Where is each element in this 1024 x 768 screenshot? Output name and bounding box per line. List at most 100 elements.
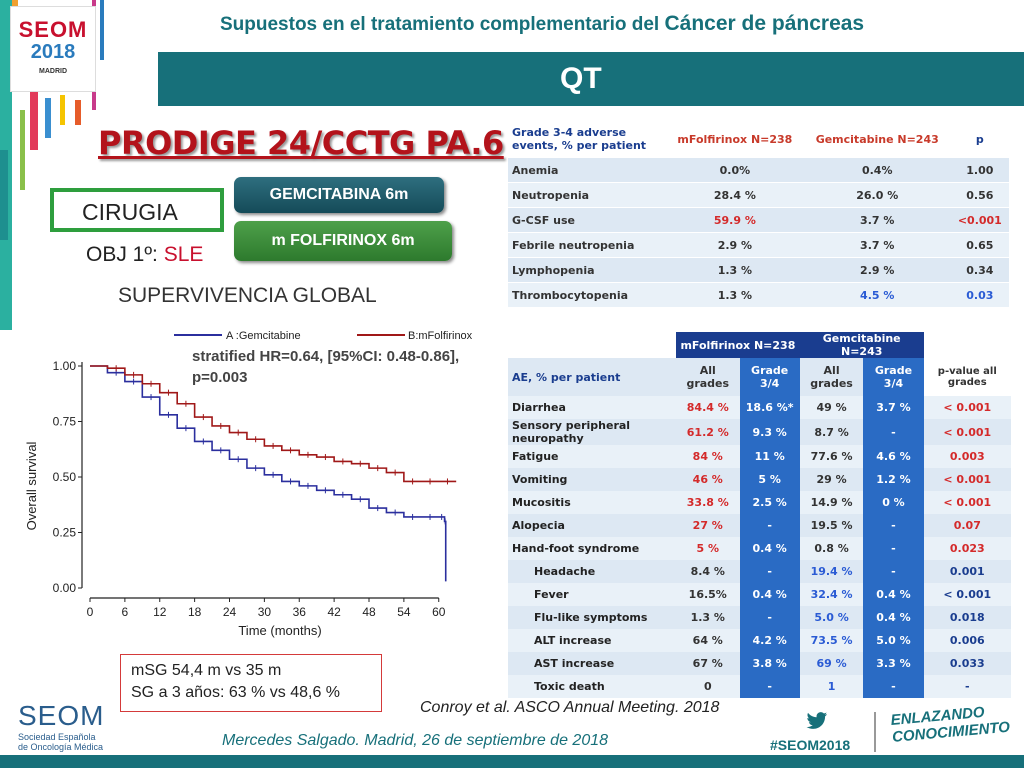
table2-row: Sensory peripheral neuropathy 61.2 % 9.3 %… (508, 419, 1011, 445)
slogan-text: ENLAZANDO CONOCIMIENTO (890, 703, 1011, 746)
table2-row: Fatigue 84 % 11 % 77.6 % 4.6 % 0.003 (508, 445, 1011, 468)
table2-cell: 1 (799, 675, 864, 698)
table2-cell: Fatigue (508, 445, 676, 468)
table1-cell: 0.0% (666, 157, 804, 183)
km-y-tick-label: 0.00 (53, 581, 77, 595)
table1-cell: 0.56 (950, 182, 1009, 208)
km-ylabel: Overall survival (24, 441, 39, 530)
objective-prefix: OBJ 1º: (86, 243, 158, 266)
header-title-highlight: Cáncer de páncreas (664, 12, 865, 35)
table1-cell: 2.9 % (666, 232, 804, 258)
twitter-icon[interactable] (806, 711, 828, 731)
table2-cell: - (739, 514, 800, 537)
table1-cell: 0.03 (950, 282, 1009, 308)
primary-objective: OBJ 1º: SLE (86, 243, 203, 267)
table1-row: Lymphopenia 1.3 % 2.9 % 0.34 (508, 257, 1009, 283)
seom-footer-logo: SEOM Sociedad Española de Oncología Médi… (18, 700, 108, 752)
km-x-tick-label: 6 (122, 605, 129, 619)
table1-cell: 1.3 % (666, 282, 804, 308)
table2-row: Diarrhea 84.4 % 18.6 %* 49 % 3.7 % < 0.001 (508, 396, 1011, 419)
table2-cell: Alopecia (508, 514, 676, 537)
table2-subheader-cell: All grades (676, 358, 740, 396)
table2-cell: 14.9 % (799, 491, 864, 514)
table2-row: Mucositis 33.8 % 2.5 % 14.9 % 0 % < 0.001 (508, 491, 1011, 514)
table1-cell: 0.34 (950, 257, 1009, 283)
table1-cell: Neutropenia (508, 182, 666, 208)
table1-cell: 1.00 (950, 157, 1009, 183)
table1-row: Anemia 0.0% 0.4% 1.00 (508, 157, 1009, 183)
table2-cell: Toxic death (508, 675, 676, 698)
table1-header-row: Grade 3-4 adverse events, % per patient m… (508, 121, 1009, 158)
km-x-tick-label: 0 (87, 605, 94, 619)
survival-summary-box: mSG 54,4 m vs 35 m SG a 3 años: 63 % vs … (120, 654, 382, 712)
table2-cell: 64 % (676, 629, 740, 652)
table2-cell: 69 % (799, 652, 864, 675)
table2-subheader-row: AE, % per patient All grades Grade 3/4 All … (508, 358, 1011, 396)
slogan: ENLAZANDO CONOCIMIENTO (890, 702, 1011, 746)
table1-cell: 4.5 % (803, 282, 951, 308)
table2-row: ALT increase 64 % 4.2 % 73.5 % 5.0 % 0.006 (508, 629, 1011, 652)
header-title-prefix: Supuestos en el tratamiento complementar… (220, 14, 660, 35)
table2-cell: 5.0 % (863, 629, 924, 652)
summary-median: mSG 54,4 m vs 35 m (131, 662, 282, 679)
km-y-tick-label: 0.75 (53, 415, 77, 429)
km-y-tick-label: 0.25 (53, 526, 77, 540)
reference-citation: Conroy et al. ASCO Annual Meeting. 2018 (420, 699, 720, 716)
logo-city: MADRID (39, 68, 67, 75)
table2-cell: 0.4 % (739, 583, 800, 606)
table2-cell: 1.2 % (863, 468, 924, 491)
seom-footer-word: SEOM (18, 700, 105, 731)
table1-header-cell: Gemcitabine N=243 (803, 121, 951, 158)
table2-cell: 11 % (739, 445, 800, 468)
logo-year: 2018 (30, 41, 76, 63)
table2-cell: 9.3 % (739, 419, 800, 445)
grade34-adverse-events-table: Grade 3-4 adverse events, % per patient m… (508, 121, 1009, 308)
study-title: PRODIGE 24/CCTG PA.6 (98, 124, 504, 162)
table2-subheader-cell: Grade 3/4 (739, 358, 800, 396)
table1-cell: 3.7 % (803, 232, 951, 258)
table2-cell: 0 % (863, 491, 924, 514)
table2-row: AST increase 67 % 3.8 % 69 % 3.3 % 0.033 (508, 652, 1011, 675)
km-x-tick-label: 12 (153, 605, 167, 619)
table2-cell: 32.4 % (799, 583, 864, 606)
table2-row: Vomiting 46 % 5 % 29 % 1.2 % < 0.001 (508, 468, 1011, 491)
table2-cell: 0.4 % (863, 583, 924, 606)
table2-cell: 29 % (799, 468, 864, 491)
km-x-tick-label: 54 (397, 605, 411, 619)
table2-cell: 0.023 (923, 537, 1011, 560)
table2-cell: Flu-like symptoms (508, 606, 676, 629)
adverse-events-table: mFolfirinox N=238 Gemcitabine N=243 AE, % … (508, 332, 1011, 698)
km-series-line-gemcitabine (90, 365, 447, 582)
table1-header-cell: mFolfirinox N=238 (666, 121, 804, 158)
table2-cell: - (923, 675, 1011, 698)
table1-header-cell: Grade 3-4 adverse events, % per patient (508, 121, 666, 158)
km-legend: A :Gemcitabine B:mFolfirinox (174, 330, 473, 342)
table2-cell: 49 % (799, 396, 864, 419)
km-x-tick-label: 30 (258, 605, 272, 619)
table2-cell: 2.5 % (739, 491, 800, 514)
table1-cell: 3.7 % (803, 207, 951, 233)
table2-row-label-header: AE, % per patient (508, 358, 676, 396)
table2-cell: Vomiting (508, 468, 676, 491)
table1-cell: Lymphopenia (508, 257, 666, 283)
hashtag: #SEOM2018 (770, 737, 851, 753)
km-x-tick-label: 36 (293, 605, 307, 619)
km-x-tick-label: 60 (432, 605, 446, 619)
table1-cell: 1.3 % (666, 257, 804, 283)
table2-cell: - (863, 537, 924, 560)
summary-3year: SG a 3 años: 63 % vs 48,6 % (131, 684, 341, 701)
km-series (90, 365, 457, 582)
table2-cell: 0.4 % (863, 606, 924, 629)
table2-cell: 4.6 % (863, 445, 924, 468)
table2-cell: - (739, 675, 800, 698)
table2-cell: - (863, 560, 924, 583)
table2-cell: 19.4 % (799, 560, 864, 583)
footer-divider (874, 712, 876, 752)
table2-cell: 5.0 % (799, 606, 864, 629)
table2-cell: Mucositis (508, 491, 676, 514)
table2-subheader-cell: Grade 3/4 (863, 358, 924, 396)
table2-cell: 3.7 % (863, 396, 924, 419)
table2-cell: 84 % (676, 445, 740, 468)
header-title: Supuestos en el tratamiento complementar… (220, 12, 864, 36)
legend-label-folfirinox: B:mFolfirinox (408, 330, 473, 342)
